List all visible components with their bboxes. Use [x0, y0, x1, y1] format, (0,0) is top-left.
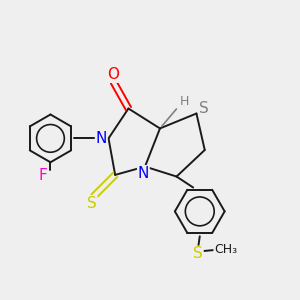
Text: O: O [107, 67, 119, 82]
Text: S: S [199, 101, 208, 116]
Text: N: N [138, 166, 149, 181]
Text: S: S [193, 246, 203, 261]
Text: N: N [95, 131, 107, 146]
Text: CH₃: CH₃ [214, 243, 237, 256]
Text: F: F [39, 168, 47, 183]
Text: S: S [87, 196, 97, 211]
Text: H: H [179, 95, 189, 108]
